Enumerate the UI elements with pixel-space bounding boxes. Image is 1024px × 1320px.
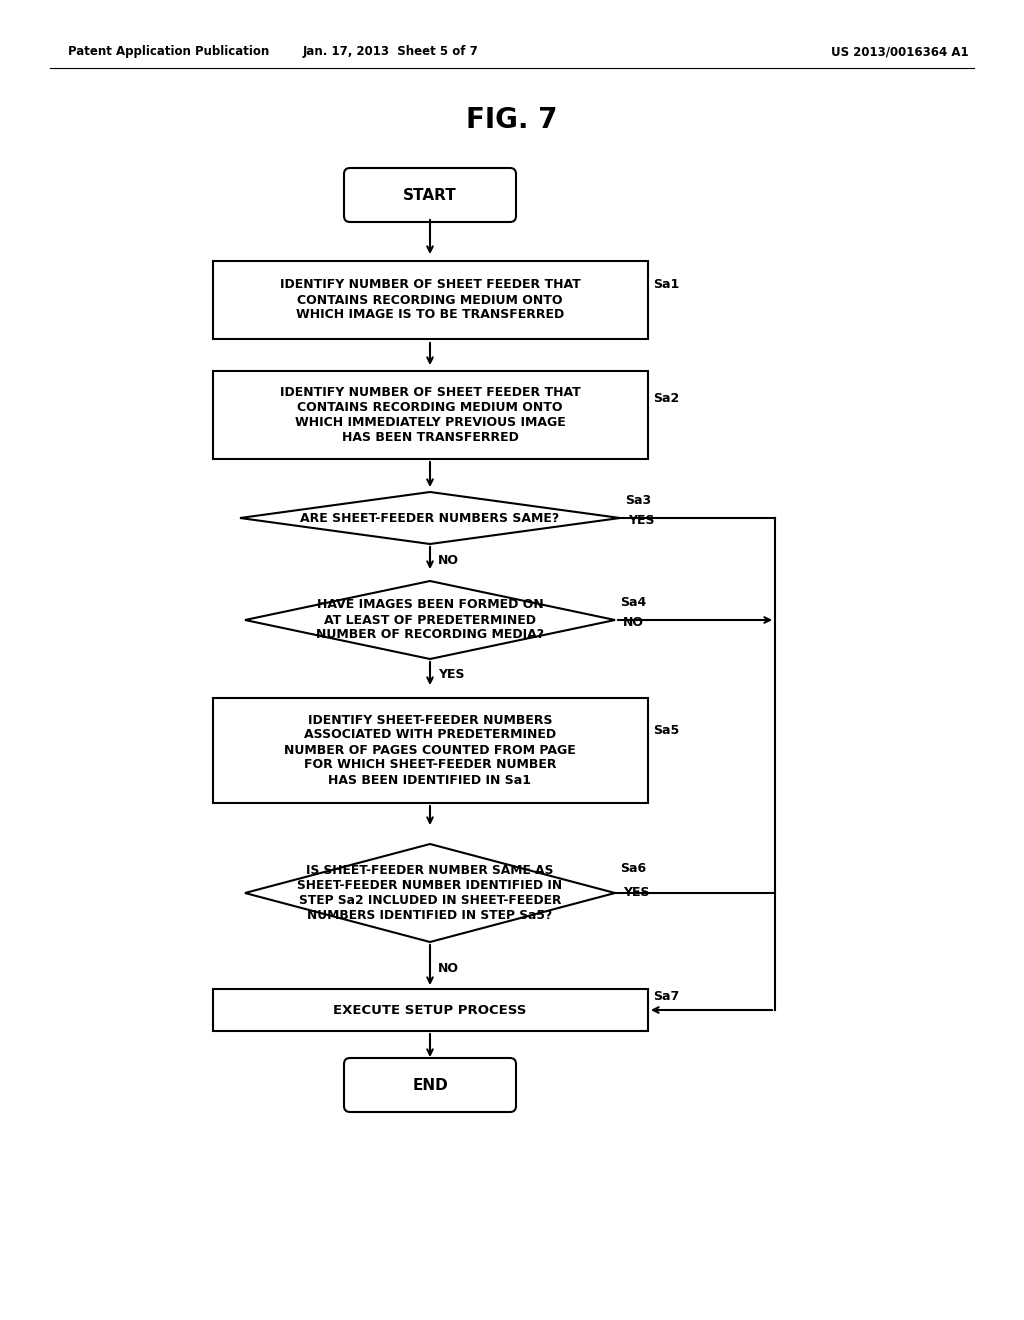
Text: ARE SHEET-FEEDER NUMBERS SAME?: ARE SHEET-FEEDER NUMBERS SAME?	[300, 511, 560, 524]
Text: IDENTIFY NUMBER OF SHEET FEEDER THAT
CONTAINS RECORDING MEDIUM ONTO
WHICH IMMEDI: IDENTIFY NUMBER OF SHEET FEEDER THAT CON…	[280, 385, 581, 444]
Text: IDENTIFY NUMBER OF SHEET FEEDER THAT
CONTAINS RECORDING MEDIUM ONTO
WHICH IMAGE : IDENTIFY NUMBER OF SHEET FEEDER THAT CON…	[280, 279, 581, 322]
Text: Sa1: Sa1	[653, 279, 679, 292]
Text: US 2013/0016364 A1: US 2013/0016364 A1	[831, 45, 969, 58]
Polygon shape	[245, 843, 615, 942]
Text: END: END	[412, 1077, 447, 1093]
Text: NO: NO	[623, 615, 644, 628]
Text: YES: YES	[438, 668, 465, 681]
Polygon shape	[240, 492, 620, 544]
FancyBboxPatch shape	[344, 168, 516, 222]
Text: Jan. 17, 2013  Sheet 5 of 7: Jan. 17, 2013 Sheet 5 of 7	[302, 45, 478, 58]
Text: YES: YES	[628, 513, 654, 527]
Text: Sa6: Sa6	[620, 862, 646, 874]
Text: Sa4: Sa4	[620, 595, 646, 609]
Text: IDENTIFY SHEET-FEEDER NUMBERS
ASSOCIATED WITH PREDETERMINED
NUMBER OF PAGES COUN: IDENTIFY SHEET-FEEDER NUMBERS ASSOCIATED…	[284, 714, 575, 787]
Text: Sa7: Sa7	[653, 990, 679, 1003]
Bar	[213, 697, 647, 803]
Text: Sa5: Sa5	[653, 723, 679, 737]
Text: HAVE IMAGES BEEN FORMED ON
AT LEAST OF PREDETERMINED
NUMBER OF RECORDING MEDIA?: HAVE IMAGES BEEN FORMED ON AT LEAST OF P…	[316, 598, 544, 642]
FancyBboxPatch shape	[344, 1059, 516, 1111]
Text: NO: NO	[438, 553, 459, 566]
Text: NO: NO	[438, 961, 459, 974]
Text: EXECUTE SETUP PROCESS: EXECUTE SETUP PROCESS	[334, 1003, 526, 1016]
Text: YES: YES	[623, 887, 649, 899]
Bar	[213, 261, 647, 339]
Text: START: START	[403, 187, 457, 202]
Text: Sa3: Sa3	[625, 494, 651, 507]
Bar	[213, 989, 647, 1031]
Text: FIG. 7: FIG. 7	[466, 106, 558, 135]
Bar	[213, 371, 647, 459]
Text: Patent Application Publication: Patent Application Publication	[68, 45, 269, 58]
Polygon shape	[245, 581, 615, 659]
Text: Sa2: Sa2	[653, 392, 679, 404]
Text: IS SHEET-FEEDER NUMBER SAME AS
SHEET-FEEDER NUMBER IDENTIFIED IN
STEP Sa2 INCLUD: IS SHEET-FEEDER NUMBER SAME AS SHEET-FEE…	[297, 865, 562, 921]
